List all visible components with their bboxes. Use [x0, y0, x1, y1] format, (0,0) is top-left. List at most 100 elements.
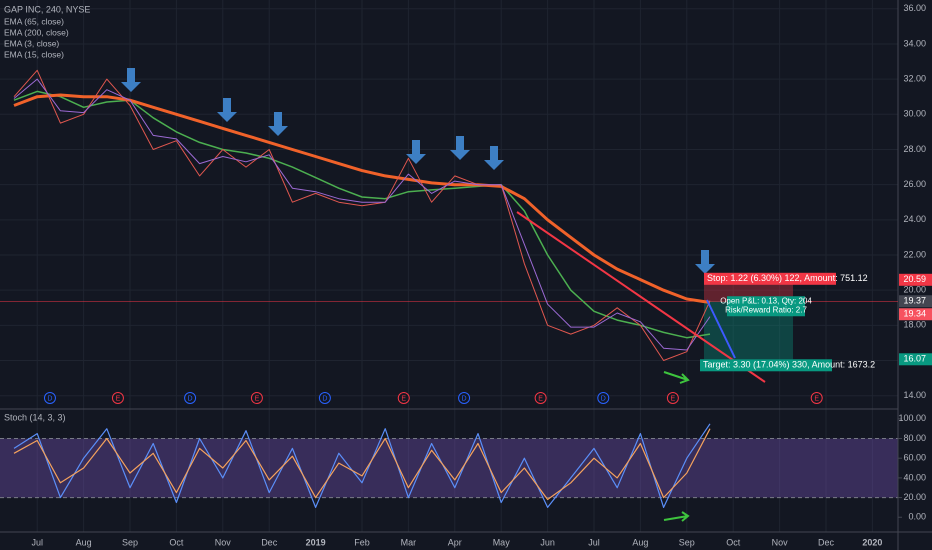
x-tick-label: Nov [772, 537, 789, 547]
event-marker [184, 392, 197, 404]
x-tick-label: Jul [588, 537, 600, 547]
projection-line [706, 299, 736, 359]
plot [0, 69, 898, 508]
price-label-bg [899, 273, 932, 286]
event-label: D [322, 395, 327, 402]
series-line [13, 69, 711, 361]
event-marker [810, 392, 823, 404]
x-tick-label: Feb [354, 537, 370, 547]
stop-label-bg [704, 272, 836, 285]
y-tick-label: 24.00 [903, 214, 926, 224]
down-arrow [217, 98, 237, 122]
series-line [13, 78, 711, 351]
stoch-band [0, 438, 898, 498]
down-arrow [695, 250, 715, 274]
y-tick-label: 20.00 [903, 492, 926, 502]
legend-entry: EMA (15, close) [4, 49, 64, 59]
chart-title: GAP INC, 240, NYSE [4, 4, 90, 14]
y-tick-label: 34.00 [903, 38, 926, 48]
x-tick-label: Oct [726, 537, 741, 547]
price-label-bg [899, 295, 932, 308]
price-label: 19.34 [903, 309, 926, 319]
event-label: E [814, 395, 819, 402]
x-tick-label: Sep [122, 537, 138, 547]
event-label: E [116, 395, 121, 402]
event-label: E [538, 395, 543, 402]
arrows [121, 68, 715, 274]
price-label: 16.07 [903, 354, 926, 364]
down-arrow [450, 136, 470, 160]
y-tick-label: 30.00 [903, 109, 926, 119]
event-label: E [401, 395, 406, 402]
x-tick-label: 2019 [306, 537, 326, 547]
legend-entry: EMA (65, close) [4, 16, 64, 26]
price-label-bg [899, 353, 932, 366]
trend-line [516, 211, 766, 383]
event-marker [43, 392, 56, 404]
down-arrow [268, 112, 288, 136]
x-tick-label: Sep [679, 537, 695, 547]
event-marker [250, 392, 263, 404]
y-tick-label: 22.00 [903, 249, 926, 259]
stop-label: Stop: 1.22 (6.30%) 122, Amount: 751.12 [707, 273, 868, 283]
event-label: D [601, 395, 606, 402]
event-marker [111, 392, 124, 404]
y-tick-label: 32.00 [903, 74, 926, 84]
target-label-bg [700, 359, 832, 372]
y-tick-label: 26.00 [903, 179, 926, 189]
up-arrow [663, 511, 690, 522]
ratio-label: Risk/Reward Ratio: 2.7 [725, 305, 807, 314]
down-arrow [484, 146, 504, 170]
stop-zone [704, 279, 793, 302]
event-marker [666, 392, 679, 404]
event-label: D [47, 395, 52, 402]
y-tick-label: 18.00 [903, 320, 926, 330]
event-marker [597, 392, 610, 404]
y-tick-label: 100.00 [898, 413, 926, 423]
y-tick-label: 40.00 [903, 472, 926, 482]
y-tick-label: 20.00 [903, 285, 926, 295]
x-tick-label: Aug [632, 537, 648, 547]
y-tick-label: 36.00 [903, 3, 926, 13]
series-line [13, 423, 711, 508]
x-tick-label: 2020 [862, 537, 882, 547]
x-tick-label: Mar [401, 537, 417, 547]
x-tick-label: Nov [215, 537, 232, 547]
x-tick-label: Oct [169, 537, 184, 547]
y-tick-label: 14.00 [903, 390, 926, 400]
up-arrow [663, 371, 690, 384]
stoch-title: Stoch (14, 3, 3) [4, 412, 66, 422]
pnl-label-bg [727, 296, 805, 317]
legend-entry: EMA (200, close) [4, 27, 69, 37]
price-label-bg [899, 308, 932, 321]
legend-entry: EMA (3, close) [4, 38, 59, 48]
event-label: E [671, 395, 676, 402]
event-label: D [188, 395, 193, 402]
event-label: E [255, 395, 260, 402]
x-tick-label: Apr [448, 537, 462, 547]
pnl-label: Open P&L: 0.13, Qty: 204 [720, 296, 812, 305]
price-label: 19.37 [903, 296, 926, 306]
event-marker [458, 392, 471, 404]
y-tick-label: 0.00 [908, 512, 926, 522]
y-tick-label: 80.00 [903, 433, 926, 443]
down-arrow [121, 68, 141, 92]
x-tick-label: Jun [540, 537, 555, 547]
price-label: 20.59 [903, 274, 926, 284]
event-marker [534, 392, 547, 404]
y-tick-label: 60.00 [903, 453, 926, 463]
x-tick-label: Dec [261, 537, 278, 547]
x-tick-label: Aug [76, 537, 92, 547]
x-tick-label: Jul [31, 537, 43, 547]
x-tick-label: May [493, 537, 511, 547]
event-label: D [462, 395, 467, 402]
target-label: Target: 3.30 (17.04%) 330, Amount: 1673.… [703, 360, 875, 370]
event-marker [318, 392, 331, 404]
down-arrow [406, 140, 426, 164]
series-line [13, 428, 711, 501]
event-marker [397, 392, 410, 404]
green-arrows [663, 371, 690, 522]
x-tick-label: Dec [818, 537, 835, 547]
y-tick-label: 28.00 [903, 144, 926, 154]
